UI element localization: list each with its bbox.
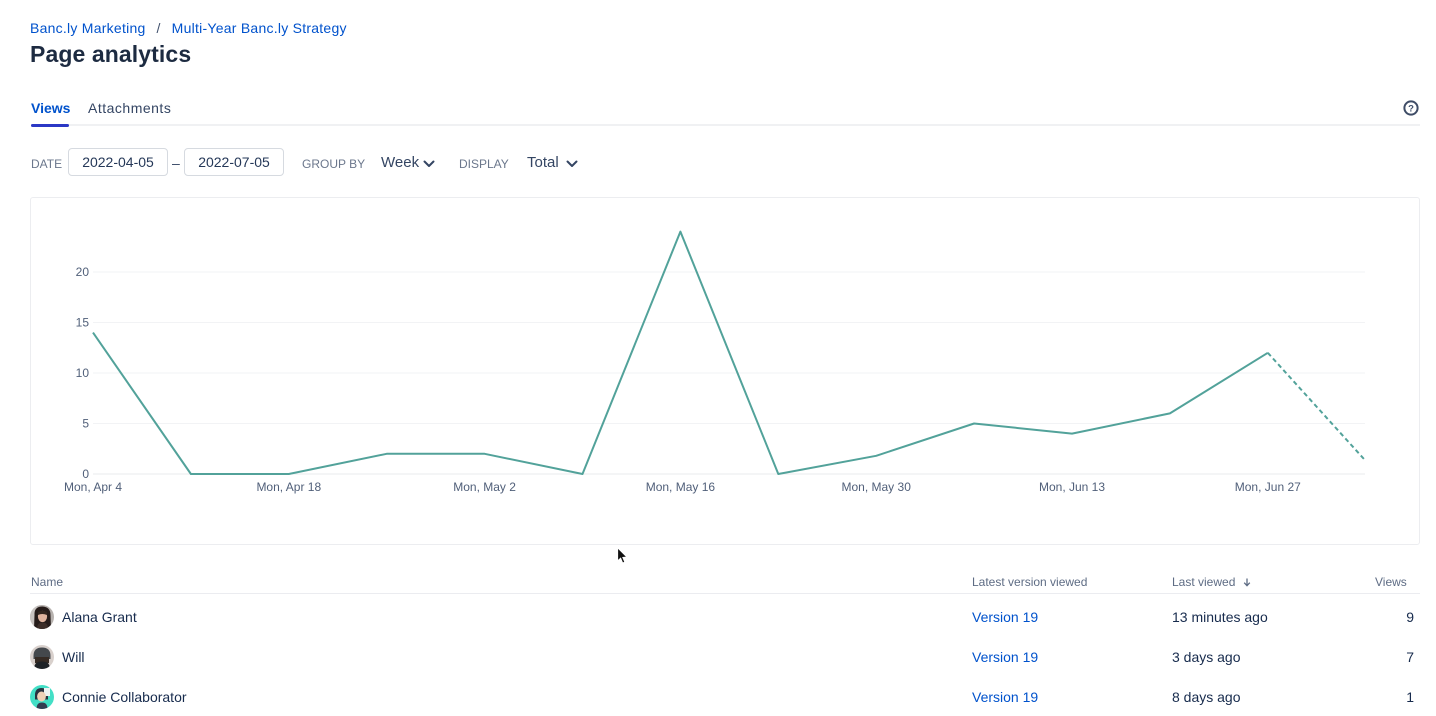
- svg-text:0: 0: [82, 467, 89, 481]
- svg-text:15: 15: [76, 316, 90, 330]
- svg-text:Mon, May 30: Mon, May 30: [842, 480, 912, 494]
- svg-text:Mon, Jun 13: Mon, Jun 13: [1039, 480, 1105, 494]
- svg-text:?: ?: [1408, 104, 1414, 115]
- svg-text:Mon, Jun 27: Mon, Jun 27: [1235, 480, 1301, 494]
- svg-text:Mon, Apr 18: Mon, Apr 18: [256, 480, 321, 494]
- svg-text:Mon, May 16: Mon, May 16: [646, 480, 716, 494]
- svg-text:Mon, Apr 4: Mon, Apr 4: [64, 480, 122, 494]
- svg-text:10: 10: [76, 366, 90, 380]
- svg-text:Mon, May 2: Mon, May 2: [453, 480, 516, 494]
- svg-text:5: 5: [82, 417, 89, 431]
- svg-text:20: 20: [76, 265, 90, 279]
